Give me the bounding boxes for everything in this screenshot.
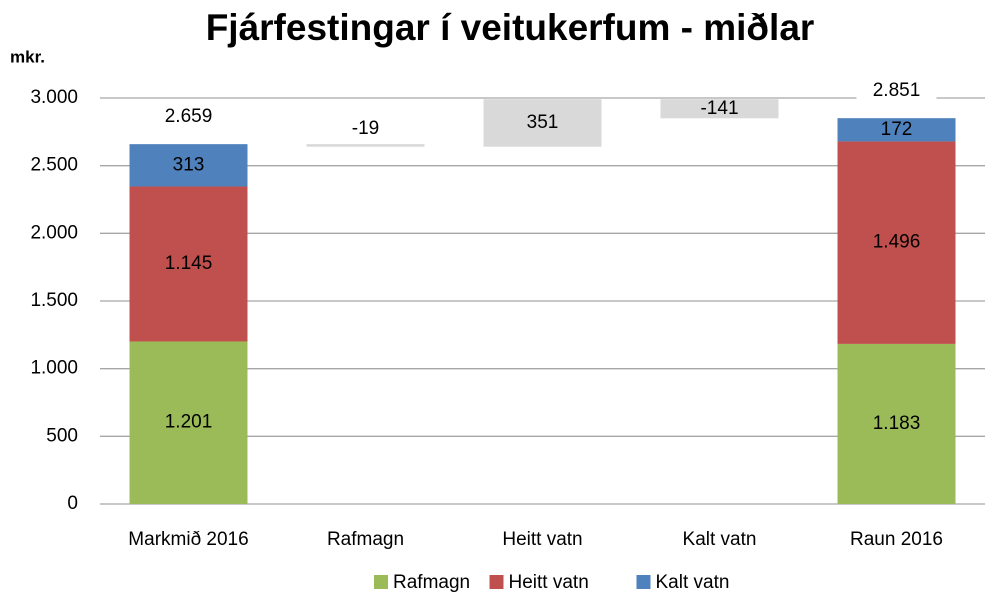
legend-label: Kalt vatn <box>656 572 730 593</box>
legend-swatch <box>636 575 651 589</box>
x-tick-label: Rafmagn <box>327 529 404 550</box>
value-label: 1.183 <box>873 413 921 434</box>
y-tick-label: 2.500 <box>30 155 78 176</box>
bar-segment <box>837 141 956 344</box>
value-label: 1.201 <box>165 412 213 433</box>
x-tick-label: Raun 2016 <box>850 529 943 550</box>
y-axis-label: mkr. <box>10 47 45 66</box>
value-label: 172 <box>881 119 913 140</box>
value-label: 313 <box>173 154 205 175</box>
y-tick-label: 0 <box>67 493 78 514</box>
total-label: 2.659 <box>165 106 213 127</box>
legend-swatch <box>374 575 388 589</box>
y-tick-label: 3.000 <box>30 87 78 108</box>
bar-segment <box>837 343 956 504</box>
x-tick-label: Kalt vatn <box>683 529 757 550</box>
legend-label: Rafmagn <box>393 572 470 593</box>
x-tick-label: Markmið 2016 <box>128 529 248 550</box>
total-label: 2.851 <box>873 80 921 101</box>
legend-swatch <box>489 575 504 589</box>
total-label-bg <box>856 79 937 104</box>
y-tick-label: 2.000 <box>30 222 78 243</box>
y-tick-label: 500 <box>46 425 78 446</box>
value-label: 1.145 <box>165 253 213 274</box>
change-bar <box>483 99 602 147</box>
legend-label: Heitt vatn <box>509 572 589 593</box>
bar-segment <box>129 186 248 342</box>
x-tick-label: Heitt vatn <box>502 529 582 550</box>
change-label: -141 <box>700 98 738 119</box>
change-label: 351 <box>527 112 559 133</box>
bar-segment <box>129 341 248 504</box>
y-tick-label: 1.000 <box>30 358 78 379</box>
bar-segment <box>837 118 956 142</box>
change-bar <box>660 99 779 119</box>
chart-title: Fjárfestingar í veitukerfum - miðlar <box>206 7 815 48</box>
value-label: 1.496 <box>873 232 921 253</box>
bar-segment <box>129 144 248 187</box>
change-bar <box>306 144 425 147</box>
y-tick-label: 1.500 <box>30 290 78 311</box>
change-label: -19 <box>352 118 379 139</box>
total-label-bg <box>148 105 229 130</box>
